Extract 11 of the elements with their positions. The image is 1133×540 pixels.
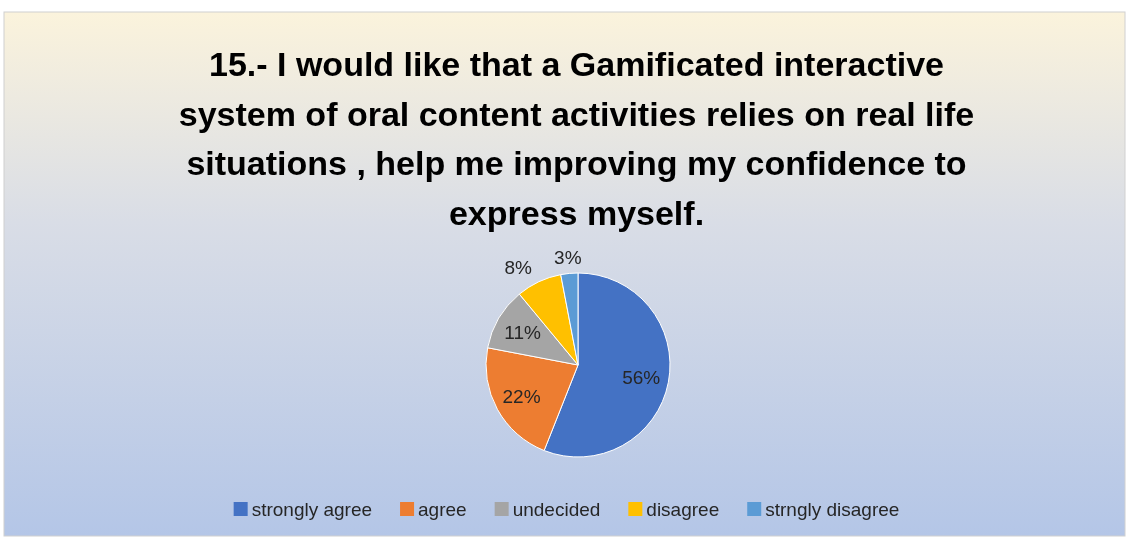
legend-label: agree [418,498,467,520]
data-label: 22% [502,385,541,407]
legend-label: undecided [512,498,601,520]
data-label: 56% [622,366,661,388]
legend-label: disagree [646,498,720,520]
data-label: 11% [504,321,541,343]
data-label: 3% [554,246,582,268]
legend-label: strongly agree [251,498,373,520]
chart-title: 15.- I would like that a Gamificated interactive system of oral content activities relies on real life situations , help me improving my confidence to express myself. [178,45,975,232]
legend-label: strngly disagree [765,498,900,520]
data-label: 8% [504,256,533,278]
